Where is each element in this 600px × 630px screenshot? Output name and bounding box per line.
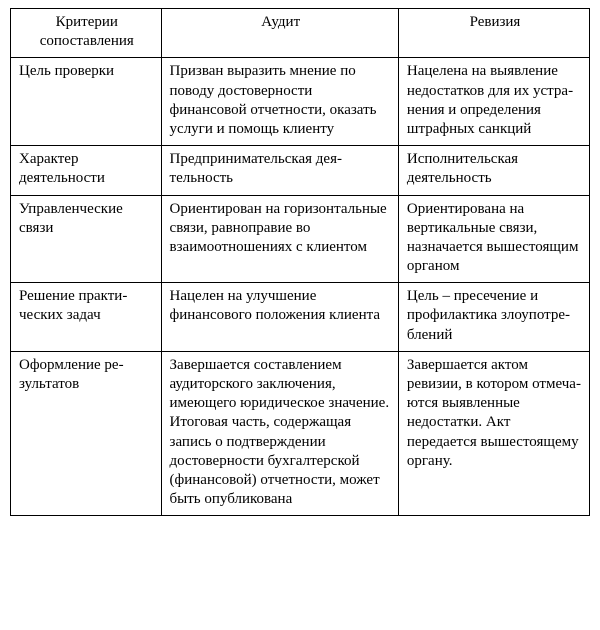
table-row: Цель проверки Призван выразить мнение по… bbox=[11, 58, 590, 146]
page: Критерии сопоставления Аудит Ревизия Цел… bbox=[0, 0, 600, 630]
cell-criterion: Оформление ре­зультатов bbox=[11, 351, 162, 516]
cell-criterion: Управленческие связи bbox=[11, 195, 162, 283]
comparison-table: Критерии сопоставления Аудит Ревизия Цел… bbox=[10, 8, 590, 516]
table-row: Решение практи­ческих задач Нацелен на у… bbox=[11, 283, 590, 352]
cell-criterion: Цель проверки bbox=[11, 58, 162, 146]
col-header-audit: Аудит bbox=[161, 9, 398, 58]
cell-audit: Призван выразить мнение по поводу достов… bbox=[161, 58, 398, 146]
col-header-criterion: Критерии сопоставления bbox=[11, 9, 162, 58]
table-row: Характер деятельности Предпринимательска… bbox=[11, 146, 590, 195]
col-header-revision: Ревизия bbox=[398, 9, 589, 58]
table-row: Управленческие связи Ориентирован на гор… bbox=[11, 195, 590, 283]
cell-revision: Завершается ак­том ревизии, в котором от… bbox=[398, 351, 589, 516]
table-row: Оформление ре­зультатов Завершается сост… bbox=[11, 351, 590, 516]
cell-audit: Завершается составлением аудиторского за… bbox=[161, 351, 398, 516]
cell-criterion: Характер деятельности bbox=[11, 146, 162, 195]
cell-revision: Ориентирована на вертикальные связи, наз… bbox=[398, 195, 589, 283]
cell-revision: Исполнительская деятельность bbox=[398, 146, 589, 195]
table-header-row: Критерии сопоставления Аудит Ревизия bbox=[11, 9, 590, 58]
cell-audit: Ориентирован на горизон­тальные связи, р… bbox=[161, 195, 398, 283]
cell-criterion: Решение практи­ческих задач bbox=[11, 283, 162, 352]
cell-audit: Нацелен на улучшение финансового положен… bbox=[161, 283, 398, 352]
cell-revision: Нацелена на вы­явление недостат­ков для … bbox=[398, 58, 589, 146]
cell-revision: Цель – пресече­ние и профилак­тика злоуп… bbox=[398, 283, 589, 352]
cell-audit: Предпринимательская дея­тельность bbox=[161, 146, 398, 195]
